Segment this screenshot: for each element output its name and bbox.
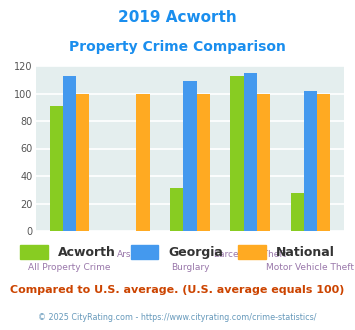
Bar [197, 93, 210, 231]
Text: All Property Crime: All Property Crime [28, 263, 111, 272]
Bar [290, 192, 304, 231]
Text: Property Crime Comparison: Property Crime Comparison [69, 40, 286, 53]
Bar [63, 76, 76, 231]
Text: Compared to U.S. average. (U.S. average equals 100): Compared to U.S. average. (U.S. average … [10, 285, 345, 295]
Bar [76, 93, 89, 231]
Bar [136, 93, 149, 231]
Text: 2019 Acworth: 2019 Acworth [118, 10, 237, 25]
Text: Motor Vehicle Theft: Motor Vehicle Theft [267, 263, 354, 272]
Text: Burglary: Burglary [171, 263, 209, 272]
Text: Larceny & Theft: Larceny & Theft [214, 250, 286, 259]
Text: Arson: Arson [117, 250, 143, 259]
Bar [317, 93, 330, 231]
Bar [244, 73, 257, 231]
Bar [170, 188, 183, 231]
Text: © 2025 CityRating.com - https://www.cityrating.com/crime-statistics/: © 2025 CityRating.com - https://www.city… [38, 313, 317, 322]
Bar [230, 76, 244, 231]
Bar [183, 81, 197, 231]
Bar [257, 93, 270, 231]
Bar [50, 106, 63, 231]
Bar [304, 91, 317, 231]
Legend: Acworth, Georgia, National: Acworth, Georgia, National [21, 246, 334, 259]
